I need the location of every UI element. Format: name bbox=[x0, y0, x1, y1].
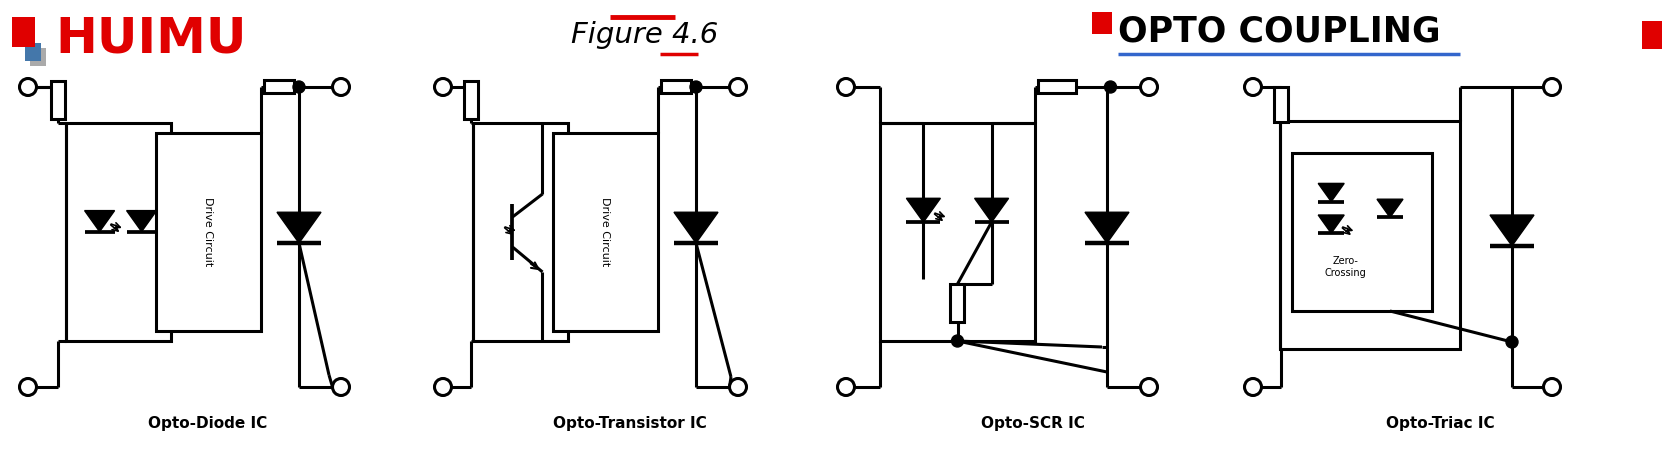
Polygon shape bbox=[675, 212, 718, 243]
Circle shape bbox=[1505, 336, 1519, 348]
Bar bbox=[661, 80, 691, 94]
Polygon shape bbox=[126, 211, 156, 232]
Bar bbox=[25, 43, 40, 61]
Polygon shape bbox=[1490, 215, 1534, 246]
Circle shape bbox=[730, 379, 747, 396]
Text: Figure 4.6: Figure 4.6 bbox=[572, 21, 718, 49]
Bar bbox=[879, 123, 1035, 341]
Text: OPTO COUPLING: OPTO COUPLING bbox=[1118, 14, 1441, 48]
Circle shape bbox=[294, 81, 305, 93]
Polygon shape bbox=[1319, 215, 1344, 233]
Circle shape bbox=[1245, 78, 1262, 95]
Circle shape bbox=[1104, 81, 1116, 93]
Circle shape bbox=[1141, 78, 1158, 95]
Circle shape bbox=[1544, 379, 1561, 396]
Polygon shape bbox=[1086, 212, 1129, 243]
Polygon shape bbox=[1319, 184, 1344, 202]
Polygon shape bbox=[277, 212, 320, 243]
Text: HUIMU: HUIMU bbox=[55, 15, 247, 63]
Bar bbox=[30, 48, 45, 66]
Circle shape bbox=[1141, 379, 1158, 396]
Polygon shape bbox=[1378, 199, 1403, 218]
Bar bbox=[473, 123, 567, 341]
Bar bbox=[1643, 21, 1661, 49]
Bar bbox=[465, 81, 478, 119]
Text: Drive Circuit: Drive Circuit bbox=[601, 197, 611, 267]
Bar bbox=[1280, 121, 1460, 349]
Text: Drive Circuit: Drive Circuit bbox=[203, 197, 213, 267]
Circle shape bbox=[951, 335, 963, 347]
Bar bbox=[1039, 80, 1076, 94]
Circle shape bbox=[1245, 379, 1262, 396]
Bar bbox=[1092, 12, 1113, 34]
Text: Opto-Triac IC: Opto-Triac IC bbox=[1386, 416, 1495, 431]
Bar bbox=[554, 133, 658, 331]
Circle shape bbox=[730, 78, 747, 95]
Text: Opto-Transistor IC: Opto-Transistor IC bbox=[554, 416, 706, 431]
Circle shape bbox=[435, 78, 451, 95]
Bar bbox=[950, 284, 965, 322]
Polygon shape bbox=[84, 211, 114, 232]
Polygon shape bbox=[906, 198, 940, 222]
Text: Zero-
Crossing: Zero- Crossing bbox=[1324, 256, 1366, 278]
Bar bbox=[65, 123, 171, 341]
Text: Opto-SCR IC: Opto-SCR IC bbox=[982, 416, 1086, 431]
Circle shape bbox=[20, 78, 37, 95]
Circle shape bbox=[435, 379, 451, 396]
Bar bbox=[263, 80, 294, 94]
Bar bbox=[1292, 153, 1431, 311]
Polygon shape bbox=[975, 198, 1008, 222]
Circle shape bbox=[20, 379, 37, 396]
Circle shape bbox=[332, 379, 349, 396]
Circle shape bbox=[332, 78, 349, 95]
Bar bbox=[156, 133, 262, 331]
Circle shape bbox=[1544, 78, 1561, 95]
Bar bbox=[1274, 86, 1289, 122]
Text: Opto-Diode IC: Opto-Diode IC bbox=[148, 416, 267, 431]
Bar bbox=[12, 17, 35, 47]
Circle shape bbox=[690, 81, 701, 93]
Circle shape bbox=[837, 379, 854, 396]
Circle shape bbox=[837, 78, 854, 95]
Bar bbox=[50, 81, 65, 119]
